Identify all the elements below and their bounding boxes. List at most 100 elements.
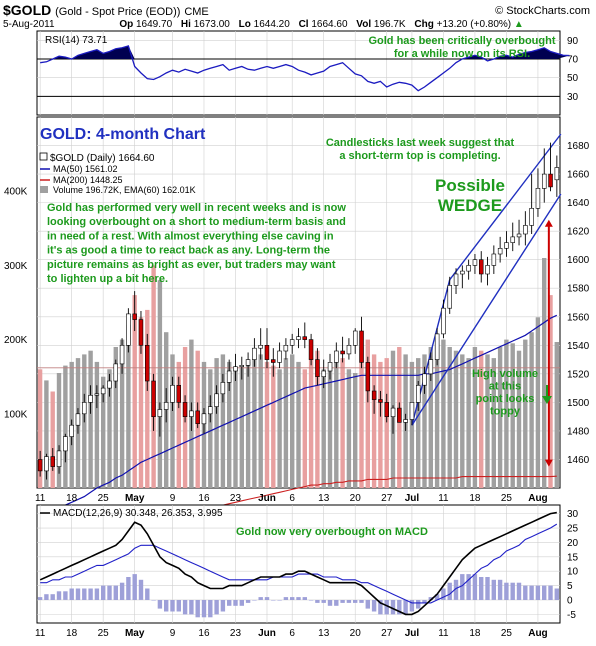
target-arrow-head-down <box>544 459 553 467</box>
macd-histogram-bar <box>302 597 307 600</box>
volume-bar <box>132 295 137 488</box>
macd-histogram-bar <box>258 597 263 600</box>
macd-panel-frame <box>36 504 561 624</box>
candle-body <box>264 344 270 360</box>
rsi-panel: 90 70 50 30 RSI(14) 73.71 Gold has been criti… <box>36 30 579 116</box>
legend-volume: Volume 196.72K, EMA(60) 162.01K <box>53 185 196 195</box>
wedge-label-line-1: Possible <box>435 176 505 195</box>
volume-bar <box>327 365 333 488</box>
x-axis-label: May <box>125 493 145 504</box>
macd-histogram-bar <box>296 597 301 600</box>
macd-histogram-bar <box>403 600 408 615</box>
macd-histogram-bar <box>416 600 421 609</box>
chart-date: 5-Aug-2011 <box>3 19 55 30</box>
x-axis-label: 9 <box>170 628 176 639</box>
volume-bar <box>466 358 471 488</box>
macd-histogram-bar <box>132 574 137 600</box>
macd-histogram-bar <box>195 600 200 618</box>
high-value: 1673.00 <box>193 19 230 30</box>
candle-body <box>434 333 440 360</box>
candle-body <box>277 350 282 363</box>
price-tick-label: 1660 <box>567 170 590 181</box>
x-axis-label: May <box>125 628 145 639</box>
volume-bar <box>365 339 370 488</box>
volume-bar <box>497 347 503 488</box>
macd-histogram-bar <box>491 579 496 600</box>
volume-bar <box>334 361 339 488</box>
candle-body <box>441 307 446 335</box>
x-axis-label: 20 <box>350 493 362 504</box>
candle-body <box>270 359 276 363</box>
x-axis-label: 18 <box>66 493 78 504</box>
volume-bar <box>94 361 100 488</box>
macd-histogram-bar <box>447 582 452 600</box>
legend-ma200: MA(200) 1448.25 <box>53 175 123 185</box>
candle-body <box>497 248 503 255</box>
volume-bar <box>107 369 112 488</box>
candle-body <box>340 350 345 355</box>
candle-body <box>359 330 364 363</box>
macd-histogram-bar <box>277 600 282 601</box>
volume-bar <box>554 342 559 488</box>
x-axis-label: 25 <box>501 628 513 639</box>
macd-histogram-bar <box>479 577 484 600</box>
macd-histogram-bar <box>504 582 509 600</box>
candle-body <box>119 344 125 365</box>
macd-label: MACD(12,26,9) 30.348, 26.353, 3.995 <box>53 508 223 519</box>
change-up-arrow-icon: ▲ <box>513 19 524 30</box>
legend-candle-icon <box>39 152 48 161</box>
volume-bar <box>145 309 150 488</box>
candle-body <box>220 382 226 395</box>
macd-histogram-bar <box>497 579 503 600</box>
volume-bar <box>371 354 377 488</box>
volume-bar <box>359 347 364 488</box>
macd-histogram-bar <box>264 597 270 600</box>
candle-body <box>208 406 213 415</box>
price-tick-label: 1540 <box>567 341 590 352</box>
x-axis-label: 9 <box>170 493 176 504</box>
volume-bar <box>170 354 175 488</box>
volume-bar <box>176 361 181 488</box>
candle-body <box>472 259 478 266</box>
candle-body <box>195 410 200 424</box>
volume-note-arrow-head <box>542 396 552 404</box>
volume-bar <box>126 324 131 488</box>
volume-tick-label: 300K <box>4 261 28 272</box>
macd-histogram-bar <box>334 600 339 606</box>
candle-body <box>69 424 74 437</box>
wedge-upper-line <box>449 133 562 281</box>
macd-histogram-bar <box>453 579 459 600</box>
volume-bar <box>119 339 125 488</box>
macd-histogram-bar <box>138 579 144 600</box>
header-symbol-line: $GOLD (Gold - Spot Price (EOD)) CME <box>3 2 209 18</box>
volume-tick-label: 100K <box>4 409 28 420</box>
x-axis-label: Jul <box>405 493 420 504</box>
candle-body <box>94 393 100 396</box>
macd-histogram-bar <box>94 588 100 600</box>
hi-label: Hi <box>180 19 191 30</box>
macd-histogram-bar <box>50 594 55 600</box>
macd-histogram-bar <box>428 597 433 600</box>
candle-body <box>491 253 497 266</box>
candle-body <box>226 370 232 383</box>
macd-histogram-bar <box>182 600 188 615</box>
x-axis-label: 20 <box>350 628 362 639</box>
macd-histogram-bar <box>466 574 471 600</box>
x-axis-label: 27 <box>381 493 393 504</box>
macd-histogram-bar <box>516 582 522 600</box>
volume-note-line: High volume <box>472 368 538 380</box>
macd-histogram-bar <box>548 585 553 600</box>
candle-body <box>352 330 358 346</box>
volume-bar <box>308 358 314 488</box>
volume-bar <box>485 354 490 488</box>
candle-body <box>82 402 87 415</box>
volume-bar <box>428 347 433 488</box>
x-axis-label: 13 <box>318 628 330 639</box>
macd-histogram-bar <box>69 588 74 600</box>
candle-body <box>100 387 106 395</box>
rsi-annotation-line-1: Gold has been critically overbought <box>368 35 555 47</box>
candle-body <box>334 350 339 363</box>
x-axis-label: 13 <box>318 493 330 504</box>
macd-tick-label: 0 <box>567 595 573 606</box>
